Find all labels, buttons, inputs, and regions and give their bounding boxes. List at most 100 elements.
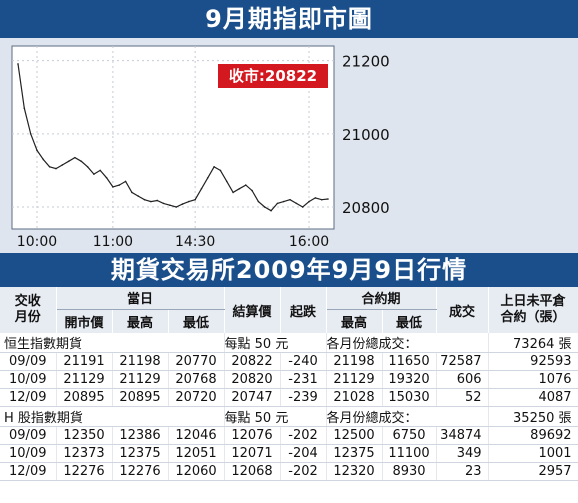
data-point xyxy=(86,165,89,168)
cell: 349 xyxy=(436,444,489,463)
cell: 89692 xyxy=(488,426,578,445)
cell: 12046 xyxy=(168,426,225,445)
futures-table: 交收 月份 當日 結算價 起跌 合約期 成交 上日未平倉 合約（張） 開市價 最… xyxy=(0,287,578,503)
cell: 19320 xyxy=(382,370,437,389)
cell: 12051 xyxy=(168,444,225,463)
cell: 10/09 xyxy=(0,444,57,463)
intraday-chart: 21200 21000 20800 10:00 11:00 14:30 16:00 收市:… xyxy=(0,38,578,253)
section-row-hshare: H 股指數期貨 每點 50 元 各月份總成交： 35250 張 xyxy=(0,406,578,427)
chart-svg: 21200 21000 20800 10:00 11:00 14:30 16:00 收市:… xyxy=(11,45,390,250)
data-point xyxy=(232,191,234,194)
data-point xyxy=(99,169,102,172)
table-row: 12/09 12276 12276 12060 12068 -202 12320… xyxy=(0,462,578,481)
cell: -240 xyxy=(280,352,327,371)
cell: 12276 xyxy=(56,462,113,481)
header-change: 起跌 xyxy=(280,287,327,333)
cell: 21129 xyxy=(326,370,383,389)
cell: 20770 xyxy=(168,352,225,371)
cell: 8930 xyxy=(382,462,437,481)
y-tick-labels: 21200 21000 20800 xyxy=(342,53,390,217)
cell: 20720 xyxy=(168,388,225,407)
header-settle: 結算價 xyxy=(224,287,281,333)
data-point xyxy=(282,200,285,203)
y-tick-label: 20800 xyxy=(342,199,390,217)
data-point xyxy=(156,199,158,202)
section-total-value: 73264 張 xyxy=(488,333,578,353)
cell: 11100 xyxy=(382,444,437,463)
data-point xyxy=(150,200,152,203)
cell: 20822 xyxy=(224,352,281,371)
cell: -202 xyxy=(280,462,327,481)
header-cp-low: 最低 xyxy=(382,309,437,333)
data-point xyxy=(188,200,190,203)
data-point xyxy=(80,160,83,163)
cell: 12/09 xyxy=(0,388,57,407)
table-row: 09/09 21191 21198 20770 20822 -240 21198… xyxy=(0,352,578,371)
series-line xyxy=(17,63,329,212)
header-month: 交收 月份 xyxy=(0,287,57,333)
x-tick-label: 11:00 xyxy=(93,234,133,250)
x-tick-labels: 10:00 11:00 14:30 16:00 xyxy=(17,234,329,250)
cell: 6750 xyxy=(382,426,437,445)
cell: 606 xyxy=(436,370,489,389)
cell: 12276 xyxy=(112,462,169,481)
cell: 92593 xyxy=(488,352,578,371)
data-point xyxy=(320,198,323,201)
cell: 09/09 xyxy=(0,426,57,445)
cell: -202 xyxy=(280,426,327,445)
data-point xyxy=(162,202,165,205)
data-point xyxy=(74,156,76,159)
cell: 12386 xyxy=(112,426,169,445)
data-point xyxy=(105,176,108,179)
cell: 20768 xyxy=(168,370,225,389)
y-tick-label: 21000 xyxy=(342,126,390,144)
data-point xyxy=(36,149,38,152)
data-point xyxy=(314,197,317,199)
section-per-point: 每點 50 元 xyxy=(224,333,327,353)
cell: 21198 xyxy=(112,352,169,371)
table-row: 09/09 12350 12386 12046 12076 -202 12500… xyxy=(0,426,578,445)
data-point xyxy=(137,195,140,197)
data-point xyxy=(276,202,279,205)
cell: 12071 xyxy=(224,444,281,463)
data-point xyxy=(181,203,184,205)
cell: 34874 xyxy=(436,426,489,445)
grid-lines xyxy=(12,46,334,229)
cell: 21028 xyxy=(326,388,383,407)
section-per-point: 每點 50 元 xyxy=(224,406,327,427)
data-point xyxy=(194,198,196,201)
cell: 12320 xyxy=(326,462,383,481)
x-tick-label: 14:30 xyxy=(175,234,215,250)
cell: 12068 xyxy=(224,462,281,481)
data-point xyxy=(200,187,203,190)
data-point xyxy=(118,184,121,186)
y-tick-label: 21200 xyxy=(342,53,390,71)
cell: 20820 xyxy=(224,370,281,389)
cell: 2957 xyxy=(488,462,578,481)
cell: 21129 xyxy=(56,370,113,389)
cell: 23 xyxy=(436,462,489,481)
cell: 1001 xyxy=(488,444,578,463)
x-tick-label: 10:00 xyxy=(17,234,57,250)
data-point xyxy=(169,204,171,207)
data-point xyxy=(238,187,241,190)
data-point xyxy=(17,63,19,65)
table-row: 10/09 21129 21129 20768 20820 -231 21129… xyxy=(0,370,578,389)
cell: 21191 xyxy=(56,352,113,371)
cell: -239 xyxy=(280,388,327,407)
data-point xyxy=(219,169,222,172)
price-line xyxy=(17,63,329,212)
data-point xyxy=(206,176,209,179)
cell: 12375 xyxy=(326,444,383,463)
table-banner-title: 期貨交易所2009年9月9日行情 xyxy=(0,253,578,287)
header-open: 開市價 xyxy=(56,309,113,333)
table-row: 10/09 12373 12375 12051 12071 -204 12375… xyxy=(0,444,578,463)
cell: 12076 xyxy=(224,426,281,445)
header-volume: 成交 xyxy=(436,287,489,333)
data-point xyxy=(301,206,304,208)
cell: 21198 xyxy=(326,352,383,371)
x-tick-label: 16:00 xyxy=(289,234,329,250)
data-point xyxy=(251,189,253,192)
data-point xyxy=(295,202,298,205)
cell: 12375 xyxy=(112,444,169,463)
